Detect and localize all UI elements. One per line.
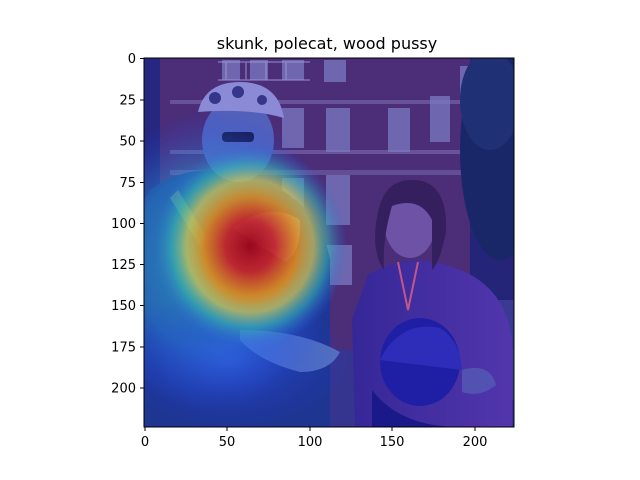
y-tick-label: 175	[111, 341, 136, 356]
x-tick-label: 200	[463, 435, 488, 450]
y-tick-label: 150	[111, 299, 136, 314]
heatmap-hot-region	[152, 144, 348, 348]
x-tick-label: 0	[141, 435, 149, 450]
x-tick-label: 50	[219, 435, 236, 450]
y-tick-label: 25	[119, 94, 136, 109]
y-tick-label: 50	[119, 135, 136, 150]
x-tick-label: 100	[298, 435, 323, 450]
child	[372, 318, 496, 427]
y-axis: 0 25 50 75 100 125 150 175 200	[111, 52, 144, 397]
chart-title: skunk, polecat, wood pussy	[217, 34, 437, 53]
y-tick-label: 0	[128, 52, 136, 67]
y-tick-label: 75	[119, 176, 136, 191]
y-tick-label: 100	[111, 217, 136, 232]
heatmap-image	[144, 58, 514, 427]
y-tick-label: 125	[111, 258, 136, 273]
x-tick-label: 150	[380, 435, 405, 450]
x-axis: 0 50 100 150 200	[141, 427, 488, 450]
y-tick-label: 200	[111, 382, 136, 397]
axes-frame	[143, 57, 515, 428]
